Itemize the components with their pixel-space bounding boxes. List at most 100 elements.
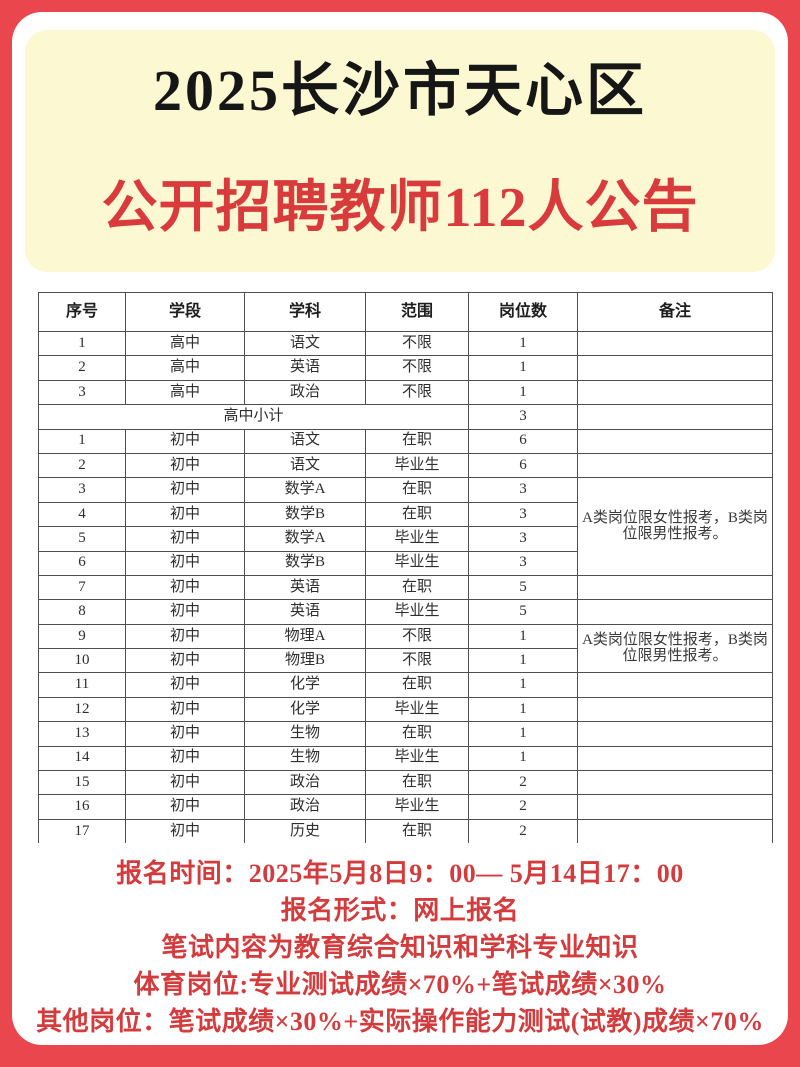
row-number-cell: 1 [38, 428, 126, 454]
subject-cell: 生物 [244, 721, 366, 747]
scope-cell: 毕业生 [365, 526, 469, 552]
column-header-subject: 学科 [244, 292, 366, 332]
remark-cell: A类岗位限女性报考，B类岗位限男性报考。 [577, 477, 773, 576]
stage-cell: 初中 [125, 623, 245, 650]
row-number-cell: 9 [38, 623, 126, 650]
table-body: 1 高中 语文 不限 1 2 高中 英语 不限 1 3 高中 政治 不限 1 高中小计 3 1 初中 语文 在职 6 2 初中… [38, 330, 773, 844]
table-row: 9 初中 物理A 不限 1 A类岗位限女性报考，B类岗位限男性报考。 [38, 623, 773, 674]
subject-cell: 化学 [244, 696, 366, 723]
count-cell: 1 [468, 745, 578, 772]
subject-cell: 生物 [244, 745, 366, 772]
row-number-cell: 13 [38, 721, 126, 747]
stage-cell: 初中 [125, 745, 245, 772]
stage-cell: 初中 [125, 648, 245, 674]
footer-line-2: 报名形式：网上报名 [280, 896, 520, 925]
scope-cell: 在职 [365, 428, 469, 454]
table-header-row: 序号 学段 学科 范围 岗位数 备注 [38, 292, 773, 332]
row-number-cell: 8 [38, 599, 126, 625]
table-head: 序号 学段 学科 范围 岗位数 备注 [38, 292, 773, 332]
count-cell: 1 [468, 330, 578, 357]
count-cell: 1 [468, 623, 578, 650]
recruitment-table: 序号 学段 学科 范围 岗位数 备注 1 高中 语文 不限 1 2 高中 英语 不限 1 3 高中 政治 不限 1 高中… [38, 292, 773, 844]
scope-cell: 在职 [365, 501, 469, 528]
table-subtotal-row: 高中小计 3 [38, 404, 773, 430]
row-number-cell: 3 [38, 477, 126, 503]
title-announcement: 公开招聘教师112人公告 [101, 177, 699, 239]
table-row: 3 高中 政治 不限 1 [38, 379, 773, 406]
scope-cell: 在职 [365, 818, 469, 844]
scope-cell: 毕业生 [365, 745, 469, 772]
table-row: 2 初中 语文 毕业生 6 [38, 452, 773, 479]
subject-cell: 数学A [244, 477, 366, 503]
scope-cell: 在职 [365, 721, 469, 747]
count-cell: 5 [468, 599, 578, 625]
column-header-remark: 备注 [577, 292, 773, 332]
stage-cell: 初中 [125, 428, 245, 454]
scope-cell: 不限 [365, 355, 469, 381]
column-header-no: 序号 [38, 292, 126, 332]
count-cell: 1 [468, 379, 578, 406]
stage-cell: 初中 [125, 526, 245, 552]
count-cell: 2 [468, 770, 578, 796]
table-row: 16 初中 政治 毕业生 2 [38, 794, 773, 820]
row-number-cell: 17 [38, 818, 126, 844]
scope-cell: 毕业生 [365, 550, 469, 576]
announcement-header: 2025长沙市天心区 公开招聘教师112人公告 [25, 30, 775, 272]
subject-cell: 化学 [244, 672, 366, 698]
count-cell: 1 [468, 672, 578, 698]
subject-cell: 语文 [244, 428, 366, 454]
table-row: 14 初中 生物 毕业生 1 [38, 745, 773, 772]
scope-cell: 毕业生 [365, 452, 469, 479]
title-year-district: 2025长沙市天心区 [152, 58, 647, 123]
row-number-cell: 11 [38, 672, 126, 698]
count-cell: 3 [468, 550, 578, 576]
scope-cell: 毕业生 [365, 794, 469, 820]
remark-cell [577, 672, 773, 698]
remark-cell [577, 355, 773, 381]
stage-cell: 高中 [125, 330, 245, 357]
table-row: 1 初中 语文 在职 6 [38, 428, 773, 454]
count-cell: 1 [468, 696, 578, 723]
stage-cell: 初中 [125, 721, 245, 747]
footer-notes: 报名时间：2025年5月8日9：00— 5月14日17：00 报名形式：网上报名笔… [12, 850, 788, 1035]
remark-cell: A类岗位限女性报考，B类岗位限男性报考。 [577, 623, 773, 674]
subject-cell: 数学B [244, 550, 366, 576]
table-row: 1 高中 语文 不限 1 [38, 330, 773, 357]
table-row: 13 初中 生物 在职 1 [38, 721, 773, 747]
scope-cell: 毕业生 [365, 696, 469, 723]
remark-cell [577, 330, 773, 357]
column-header-stage: 学段 [125, 292, 245, 332]
row-number-cell: 2 [38, 452, 126, 479]
remark-cell [577, 599, 773, 625]
row-number-cell: 3 [38, 379, 126, 406]
remark-cell [577, 379, 773, 406]
remark-cell [577, 770, 773, 796]
row-number-cell: 14 [38, 745, 126, 772]
subject-cell: 数学B [244, 501, 366, 528]
stage-cell: 初中 [125, 672, 245, 698]
subject-cell: 英语 [244, 599, 366, 625]
row-number-cell: 4 [38, 501, 126, 528]
subject-cell: 政治 [244, 379, 366, 406]
stage-cell: 初中 [125, 770, 245, 796]
row-number-cell: 6 [38, 550, 126, 576]
subject-cell: 英语 [244, 355, 366, 381]
stage-cell: 高中 [125, 379, 245, 406]
remark-cell [577, 452, 773, 479]
count-cell: 2 [468, 794, 578, 820]
scope-cell: 不限 [365, 648, 469, 674]
scope-cell: 不限 [365, 379, 469, 406]
count-cell: 2 [468, 818, 578, 844]
count-cell: 3 [468, 477, 578, 503]
table-row: 3 初中 数学A 在职 3 A类岗位限女性报考，B类岗位限男性报考。 [38, 477, 773, 576]
scope-cell: 在职 [365, 672, 469, 698]
table-row: 12 初中 化学 毕业生 1 [38, 696, 773, 723]
stage-cell: 初中 [125, 599, 245, 625]
stage-cell: 高中 [125, 355, 245, 381]
count-cell: 1 [468, 355, 578, 381]
subject-cell: 数学A [244, 526, 366, 552]
subject-cell: 政治 [244, 770, 366, 796]
remark-cell [577, 794, 773, 820]
